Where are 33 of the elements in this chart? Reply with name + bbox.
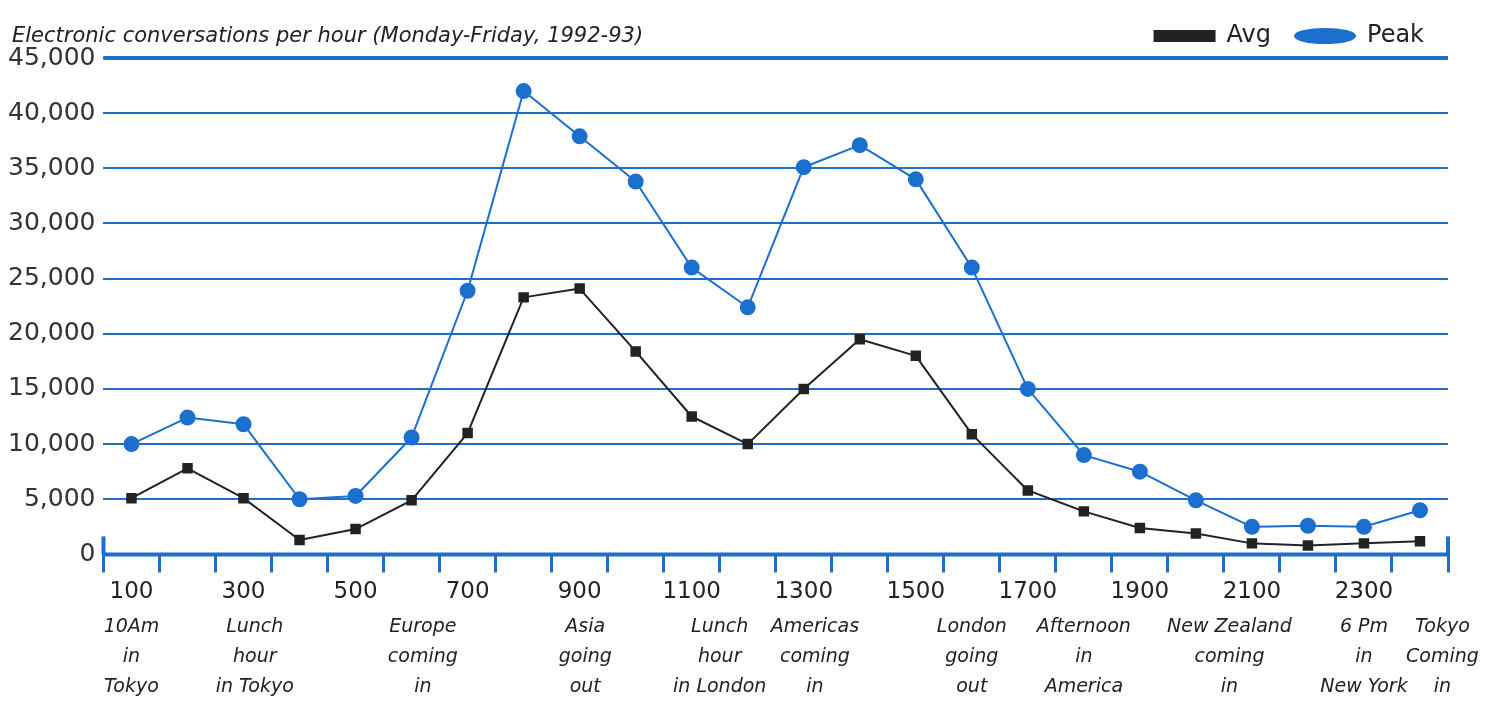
- y-tick-label: 35,000: [7, 151, 96, 181]
- x-tick-label: 1300: [774, 577, 834, 604]
- y-tick-label: 30,000: [7, 206, 96, 236]
- x-tick-label: 2300: [1334, 577, 1394, 604]
- x-tick-label: 1700: [998, 577, 1058, 604]
- text: London going out: [936, 613, 1007, 698]
- x-tick-label: 700: [445, 577, 490, 604]
- text: New Zealand coming in: [1167, 613, 1292, 698]
- y-tick-label: 15,000: [7, 372, 96, 402]
- x-tick-label: 300: [221, 577, 266, 604]
- y-tick-label: 40,000: [7, 96, 96, 126]
- x-tick-label: 1900: [1110, 577, 1170, 604]
- text: 6 Pm in New York: [1320, 613, 1408, 698]
- y-tick-label: 5,000: [23, 482, 96, 512]
- x-tick-label: 1100: [662, 577, 721, 604]
- x-tick-label: 500: [333, 577, 378, 604]
- text: Asia going out: [558, 613, 612, 698]
- text: Europe coming in: [387, 613, 458, 698]
- text: Afternoon in America: [1036, 613, 1131, 698]
- y-tick-label: 10,000: [7, 427, 96, 457]
- y-tick-label: 0: [79, 537, 96, 567]
- text: Americas coming in: [770, 613, 860, 698]
- x-tick-label: 2100: [1222, 577, 1282, 604]
- x-tick-label: 100: [109, 577, 154, 604]
- text: Lunch hour in Tokyo: [215, 613, 294, 698]
- y-tick-label: 25,000: [7, 262, 96, 292]
- x-tick-label: 1500: [886, 577, 946, 604]
- text: Lunch hour in London: [673, 613, 767, 698]
- legend-label: Avg: [1226, 20, 1272, 49]
- y-tick-label: 20,000: [7, 317, 96, 347]
- x-tick-label: 900: [557, 577, 602, 604]
- text: 10Am in Tokyo: [103, 613, 160, 698]
- legend-label: Peak: [1367, 20, 1425, 49]
